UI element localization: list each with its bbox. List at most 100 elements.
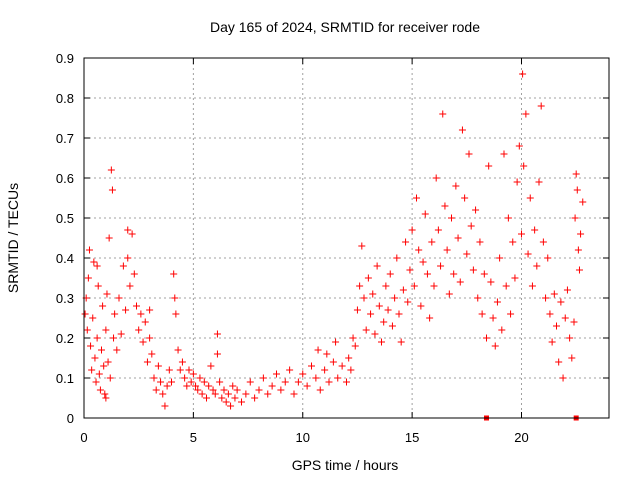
data-point <box>281 378 289 386</box>
data-point <box>546 310 554 318</box>
data-point <box>573 186 581 194</box>
data-point <box>133 302 140 310</box>
data-point <box>329 358 337 366</box>
data-point <box>152 386 160 394</box>
data-point <box>524 250 532 258</box>
data-point <box>458 126 466 134</box>
data-point <box>92 378 100 386</box>
data-point <box>502 282 510 290</box>
data-point <box>410 282 418 290</box>
y-tick-label: 0 <box>67 411 74 426</box>
data-point <box>104 358 112 366</box>
data-point <box>557 298 565 306</box>
data-point <box>213 350 221 358</box>
y-tick-label: 0.2 <box>56 331 74 346</box>
data-point <box>483 334 490 342</box>
data-point <box>87 342 95 350</box>
data-point <box>434 226 442 234</box>
data-point <box>382 282 390 290</box>
data-point <box>110 334 118 342</box>
data-point <box>126 282 134 290</box>
data-point <box>273 370 280 378</box>
data-point <box>496 254 504 262</box>
data-point <box>520 162 528 170</box>
data-point <box>575 266 583 274</box>
data-point <box>113 346 121 354</box>
data-point <box>356 282 364 290</box>
data-point <box>290 390 298 398</box>
data-point <box>102 394 110 402</box>
data-point <box>553 322 560 330</box>
data-point <box>526 194 534 202</box>
data-point <box>509 238 517 246</box>
data-point <box>100 362 108 370</box>
data-point <box>242 390 250 398</box>
x-tick-label: 20 <box>514 430 528 445</box>
x-tick-label: 10 <box>296 430 310 445</box>
data-point <box>124 226 132 234</box>
data-point <box>277 386 285 394</box>
data-point <box>450 270 458 278</box>
data-point <box>128 230 136 238</box>
data-point <box>448 214 455 222</box>
data-point <box>115 294 123 302</box>
plot-frame <box>83 57 610 419</box>
data-point <box>452 182 460 190</box>
y-tick-label: 0.4 <box>56 251 74 266</box>
data-point <box>561 314 569 322</box>
data-point <box>91 354 99 362</box>
data-point <box>143 358 151 366</box>
data-point <box>168 378 175 386</box>
data-point <box>231 394 239 402</box>
data-points <box>81 70 587 410</box>
data-point <box>200 378 208 386</box>
data-point <box>439 110 447 118</box>
data-point <box>159 390 167 398</box>
data-point <box>474 294 482 302</box>
chart-title: Day 165 of 2024, SRMTID for receiver rod… <box>210 19 480 35</box>
data-point <box>332 338 340 346</box>
data-point <box>90 258 98 266</box>
data-point <box>528 282 536 290</box>
data-point <box>294 378 302 386</box>
data-point <box>518 230 525 238</box>
data-point <box>246 378 254 386</box>
data-point <box>373 262 381 270</box>
data-point <box>463 250 471 258</box>
data-point <box>338 362 346 370</box>
data-point <box>472 206 480 214</box>
data-point <box>312 374 320 382</box>
data-point <box>139 338 147 346</box>
data-point <box>81 310 89 318</box>
data-point <box>570 318 578 326</box>
data-point <box>222 398 230 406</box>
data-point <box>213 330 221 338</box>
data-point <box>393 254 401 262</box>
data-point <box>437 262 445 270</box>
data-point <box>413 194 420 202</box>
data-point <box>548 338 556 346</box>
data-point <box>559 374 567 382</box>
data-point <box>417 302 425 310</box>
data-point <box>106 374 114 382</box>
data-point <box>264 390 272 398</box>
grid <box>84 58 609 418</box>
data-point <box>117 330 125 338</box>
data-point <box>111 310 119 318</box>
data-point <box>209 386 217 394</box>
data-point <box>539 238 547 246</box>
data-point <box>135 326 143 334</box>
data-point <box>511 274 519 282</box>
data-point <box>568 354 576 362</box>
data-point <box>378 338 385 346</box>
data-point <box>286 366 294 374</box>
data-point <box>555 358 563 366</box>
data-point <box>102 326 110 334</box>
data-point <box>150 374 158 382</box>
data-point <box>207 362 215 370</box>
data-point <box>353 306 361 314</box>
data-point <box>504 214 512 222</box>
data-point <box>351 342 359 350</box>
data-point <box>406 266 414 274</box>
data-point <box>566 334 574 342</box>
